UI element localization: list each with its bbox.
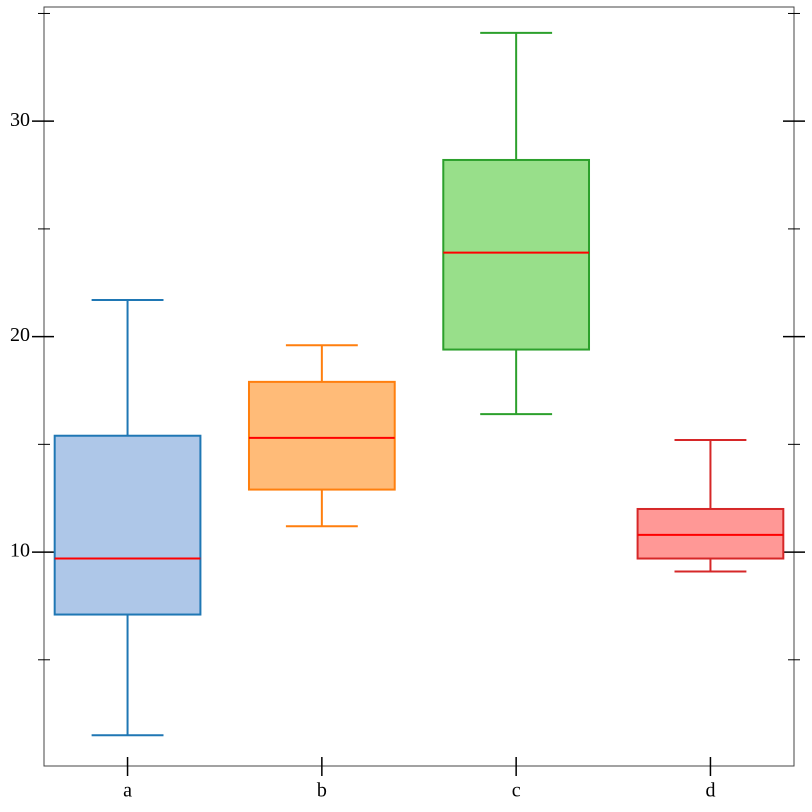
x-tick-label: c [512, 780, 521, 802]
y-tick-label: 30 [10, 109, 30, 131]
box [53, 434, 202, 616]
y-tick-label: 20 [10, 324, 30, 346]
x-tick-label: d [705, 780, 715, 802]
box [442, 158, 591, 351]
box [247, 380, 396, 491]
plot-frame [43, 6, 795, 767]
x-tick-label: b [317, 780, 327, 802]
x-tick-label: a [123, 780, 132, 802]
box [636, 507, 785, 560]
y-tick-label: 10 [10, 540, 30, 562]
